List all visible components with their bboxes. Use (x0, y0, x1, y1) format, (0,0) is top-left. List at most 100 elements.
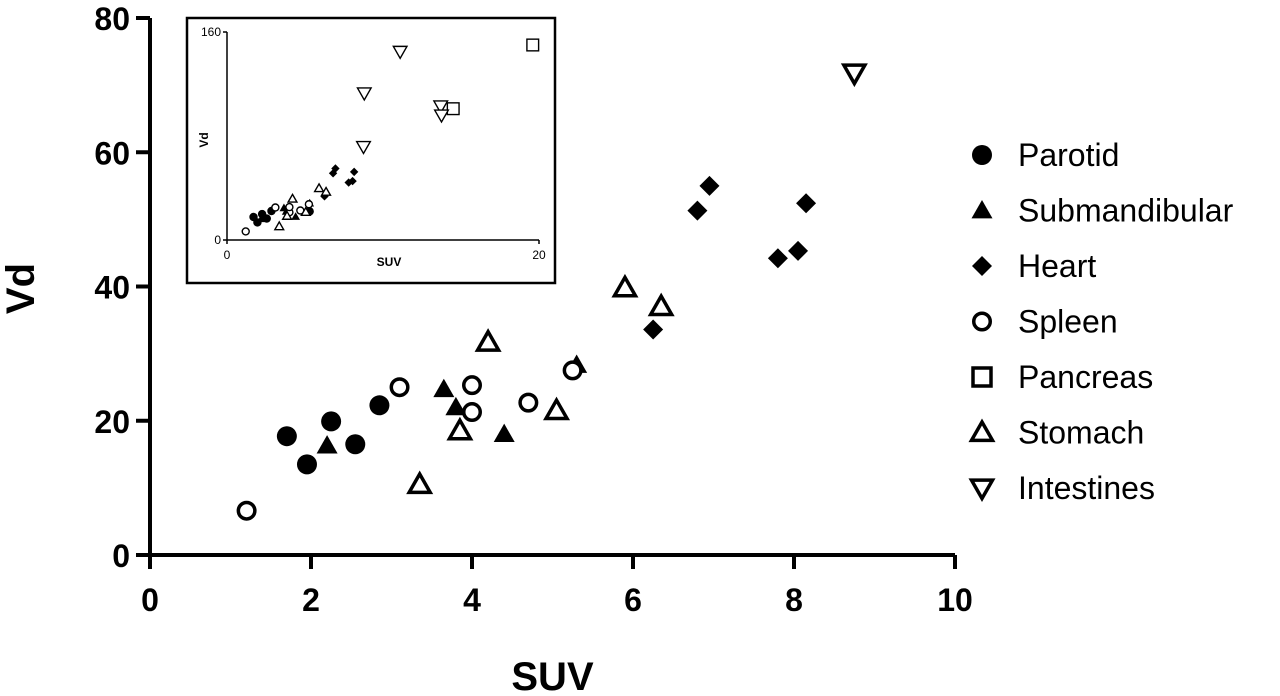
x-tick-label: 0 (141, 582, 159, 618)
data-point-stomach (611, 273, 639, 298)
main-axes: 0 2 4 6 8 10 0 20 40 60 80 SUV Vd (0, 1, 973, 696)
data-point-parotid (296, 454, 317, 475)
data-point-heart (687, 200, 708, 221)
inset-plot-points (241, 38, 540, 236)
data-point-stomach (543, 396, 571, 421)
legend-marker-parotid (972, 145, 992, 165)
data-point-heart (699, 175, 720, 196)
inset-frame (185, 16, 557, 285)
legend-item-intestines: Intestines (968, 470, 1155, 506)
inset-point-pancreas (526, 38, 540, 52)
inset-point-heart (331, 164, 340, 173)
data-point-intestines (840, 63, 868, 88)
data-point-submandibular (493, 423, 515, 443)
legend-label: Submandibular (1018, 193, 1234, 229)
data-point-stomach (406, 470, 434, 495)
inset-point-stomach (320, 186, 332, 196)
series-heart (643, 175, 817, 340)
inset-chart: 0 20 0 160 SUV Vd (185, 16, 557, 285)
x-tick-label: 6 (624, 582, 642, 618)
data-point-heart (788, 240, 809, 261)
inset-series-parotid (249, 206, 314, 227)
data-point-heart (643, 319, 664, 340)
data-point-parotid (276, 426, 297, 447)
inset-point-intestines (432, 100, 449, 115)
inset-point-stomach (313, 182, 325, 193)
inset-point-stomach (273, 220, 285, 231)
series-spleen (236, 360, 583, 521)
inset-point-heart (348, 176, 357, 186)
data-point-parotid (321, 411, 342, 432)
inset-x-tick-label: 0 (224, 248, 231, 262)
data-point-spleen (236, 500, 257, 521)
legend-item-pancreas: Pancreas (971, 359, 1153, 395)
inset-y-tick-label: 160 (201, 25, 221, 39)
inset-point-stomach (281, 210, 293, 220)
x-tick-label: 4 (463, 582, 481, 618)
inset-series-stomach (273, 182, 332, 231)
legend-label: Heart (1018, 248, 1096, 284)
y-tick-label: 0 (112, 538, 130, 574)
data-point-spleen (389, 377, 410, 398)
data-point-spleen (462, 402, 482, 423)
data-point-heart (796, 193, 817, 214)
inset-point-stomach (286, 192, 299, 203)
inset-point-spleen (285, 202, 294, 212)
data-point-spleen (562, 360, 583, 381)
inset-point-intestines (392, 45, 409, 60)
inset-point-intestines (355, 140, 372, 155)
inset-point-intestines (433, 109, 450, 124)
inset-point-heart (349, 167, 359, 177)
data-point-spleen (462, 375, 482, 396)
legend-marker-heart (972, 256, 992, 276)
legend-label: Parotid (1018, 137, 1119, 173)
inset-x-axis-title: SUV (377, 255, 402, 269)
x-tick-label: 10 (937, 582, 973, 618)
inset-point-spleen (241, 227, 250, 236)
inset-y-axis-title: Vd (197, 132, 211, 147)
main-plot-points (236, 63, 868, 521)
legend-marker-stomach (968, 418, 996, 443)
series-intestines (840, 63, 868, 88)
legend-item-spleen: Spleen (972, 304, 1118, 340)
data-point-stomach (647, 292, 675, 317)
inset-point-submandibular (256, 214, 266, 223)
legend-label: Spleen (1018, 304, 1118, 340)
y-tick-label: 40 (94, 270, 130, 306)
y-axis-title: Vd (0, 263, 43, 314)
legend-label: Pancreas (1018, 359, 1153, 395)
x-tick-label: 2 (302, 582, 320, 618)
inset-series-pancreas (446, 38, 540, 116)
data-point-parotid (369, 395, 390, 416)
y-tick-label: 80 (94, 1, 130, 37)
legend-item-parotid: Parotid (972, 137, 1119, 173)
data-point-spleen (518, 392, 539, 413)
legend-marker-intestines (968, 478, 996, 503)
data-point-stomach (474, 328, 502, 352)
inset-point-spleen (271, 203, 280, 212)
series-stomach (406, 273, 675, 495)
legend-label: Stomach (1018, 415, 1144, 451)
data-point-submandibular (445, 396, 467, 416)
inset-point-intestines (356, 87, 373, 102)
inset-series-intestines (355, 45, 450, 155)
x-tick-label: 8 (785, 582, 803, 618)
legend-marker-spleen (972, 311, 992, 332)
x-axis-title: SUV (511, 655, 594, 696)
series-parotid (276, 395, 390, 475)
data-point-submandibular (316, 435, 338, 454)
inset-point-heart (328, 169, 338, 178)
legend-label: Intestines (1018, 470, 1155, 506)
legend-marker-pancreas (971, 366, 993, 388)
data-point-submandibular (433, 378, 455, 398)
inset-point-pancreas (446, 102, 460, 116)
inset-point-spleen (304, 200, 314, 209)
inset-x-tick-label: 20 (532, 248, 546, 262)
inset-y-tick-label: 0 (214, 233, 221, 247)
legend: Parotid Submandibular Heart Spleen Pancreas S… (968, 137, 1234, 506)
data-point-heart (767, 248, 788, 269)
y-tick-label: 20 (94, 404, 130, 440)
legend-item-heart: Heart (972, 248, 1096, 284)
legend-item-submandibular: Submandibular (971, 193, 1234, 229)
